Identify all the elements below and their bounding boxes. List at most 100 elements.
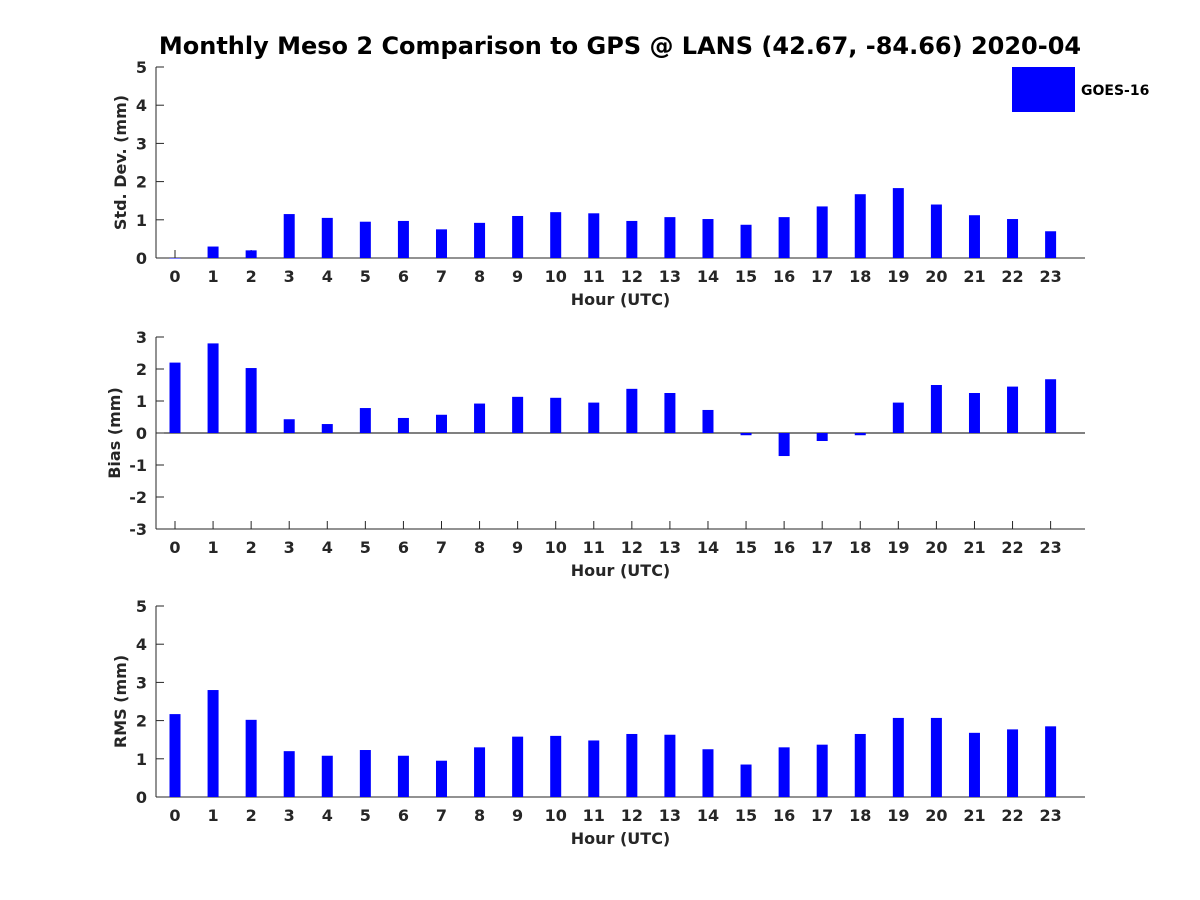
bias-x-tick-label: 5 [360, 538, 371, 557]
bias-x-tick-label: 0 [169, 538, 180, 557]
bias-bar [435, 414, 447, 433]
rms-x-tick-label: 7 [436, 806, 447, 825]
std-dev-bar [626, 220, 638, 258]
rms-x-tick-label: 17 [811, 806, 833, 825]
bias-y-tick-label: 2 [136, 360, 147, 379]
rms-bar [816, 744, 828, 797]
rms-x-tick-label: 14 [697, 806, 719, 825]
bias-x-tick-label: 16 [773, 538, 795, 557]
bias-x-tick-label: 13 [659, 538, 681, 557]
bias-x-tick-label: 20 [925, 538, 947, 557]
std-dev-x-tick-label: 19 [887, 267, 909, 286]
bias-bar [892, 402, 904, 433]
rms-bar [930, 717, 942, 797]
bias-bar [283, 419, 295, 433]
bias-y-tick-label: 1 [136, 392, 147, 411]
bias-bar [778, 433, 790, 457]
rms-bar [892, 717, 904, 797]
rms-x-tick-label: 1 [207, 806, 218, 825]
bias-x-tick-label: 4 [322, 538, 333, 557]
std-dev-bar [1007, 219, 1019, 258]
bias-x-tick-label: 11 [583, 538, 605, 557]
bias-y-tick-label: 3 [136, 328, 147, 347]
std-dev-bar [968, 215, 980, 258]
bias-x-tick-label: 14 [697, 538, 719, 557]
rms-x-tick-label: 11 [583, 806, 605, 825]
std-dev-x-tick-label: 20 [925, 267, 947, 286]
std-dev-x-label: Hour (UTC) [571, 290, 671, 309]
legend-swatch [1012, 67, 1075, 112]
rms-bar [245, 719, 257, 797]
std-dev-bar [435, 229, 447, 258]
bias-x-tick-label: 1 [207, 538, 218, 557]
rms-x-tick-label: 21 [963, 806, 985, 825]
std-dev-bar [740, 224, 752, 258]
rms-bar [664, 734, 676, 797]
bias-x-tick-label: 18 [849, 538, 871, 557]
rms-bar [207, 690, 219, 797]
std-dev-x-tick-label: 7 [436, 267, 447, 286]
bias-bar [512, 396, 524, 433]
std-dev-bar [930, 204, 942, 258]
std-dev-y-tick-label: 2 [136, 173, 147, 192]
bias-bar [1045, 379, 1057, 433]
std-dev-y-tick-label: 0 [136, 249, 147, 268]
bias-y-tick-label: -2 [129, 488, 147, 507]
rms-x-tick-label: 13 [659, 806, 681, 825]
std-dev-x-tick-label: 12 [621, 267, 643, 286]
std-dev-bar [283, 214, 295, 258]
std-dev-x-tick-label: 2 [246, 267, 257, 286]
bias-bar [930, 385, 942, 433]
rms-bar [778, 747, 790, 797]
std-dev-x-tick-label: 21 [963, 267, 985, 286]
bias-bar [968, 393, 980, 433]
std-dev-x-tick-label: 8 [474, 267, 485, 286]
rms-bar [702, 749, 714, 797]
bias-bar [245, 368, 257, 433]
std-dev-bar [854, 194, 866, 258]
rms-bar [321, 755, 333, 797]
bias-bar [474, 403, 486, 433]
rms-x-tick-label: 0 [169, 806, 180, 825]
bias-bar [702, 409, 714, 433]
rms-x-tick-label: 20 [925, 806, 947, 825]
bias-x-tick-label: 7 [436, 538, 447, 557]
bias-bar [626, 388, 638, 433]
std-dev-bar [1045, 231, 1057, 258]
rms-y-tick-label: 2 [136, 712, 147, 731]
rms-y-tick-label: 0 [136, 788, 147, 807]
rms-x-tick-label: 4 [322, 806, 333, 825]
rms-y-label: RMS (mm) [111, 655, 130, 748]
rms-x-tick-label: 22 [1001, 806, 1023, 825]
bias-bar [207, 343, 219, 433]
std-dev-y-label: Std. Dev. (mm) [111, 95, 130, 230]
rms-bar [283, 751, 295, 797]
bias-x-tick-label: 21 [963, 538, 985, 557]
rms-y-tick-label: 3 [136, 673, 147, 692]
std-dev-bar [169, 258, 181, 259]
bias-x-tick-label: 8 [474, 538, 485, 557]
std-dev-x-tick-label: 13 [659, 267, 681, 286]
std-dev-x-tick-label: 4 [322, 267, 333, 286]
rms-bar [550, 735, 562, 797]
bias-bar [550, 397, 562, 433]
std-dev-bar [664, 217, 676, 258]
rms-bar [397, 755, 409, 797]
bias-bar [1007, 386, 1019, 433]
bias-x-tick-label: 3 [284, 538, 295, 557]
std-dev-bar [321, 217, 333, 258]
rms-x-tick-label: 19 [887, 806, 909, 825]
std-dev-x-tick-label: 22 [1001, 267, 1023, 286]
bias-x-tick-label: 9 [512, 538, 523, 557]
std-dev-x-tick-label: 0 [169, 267, 180, 286]
rms-bar [169, 714, 181, 797]
std-dev-x-tick-label: 16 [773, 267, 795, 286]
std-dev-bar [359, 221, 371, 258]
std-dev-bar [550, 212, 562, 258]
rms-x-tick-label: 2 [246, 806, 257, 825]
std-dev-x-tick-label: 14 [697, 267, 719, 286]
bias-bar [664, 393, 676, 433]
std-dev-y-tick-label: 1 [136, 211, 147, 230]
